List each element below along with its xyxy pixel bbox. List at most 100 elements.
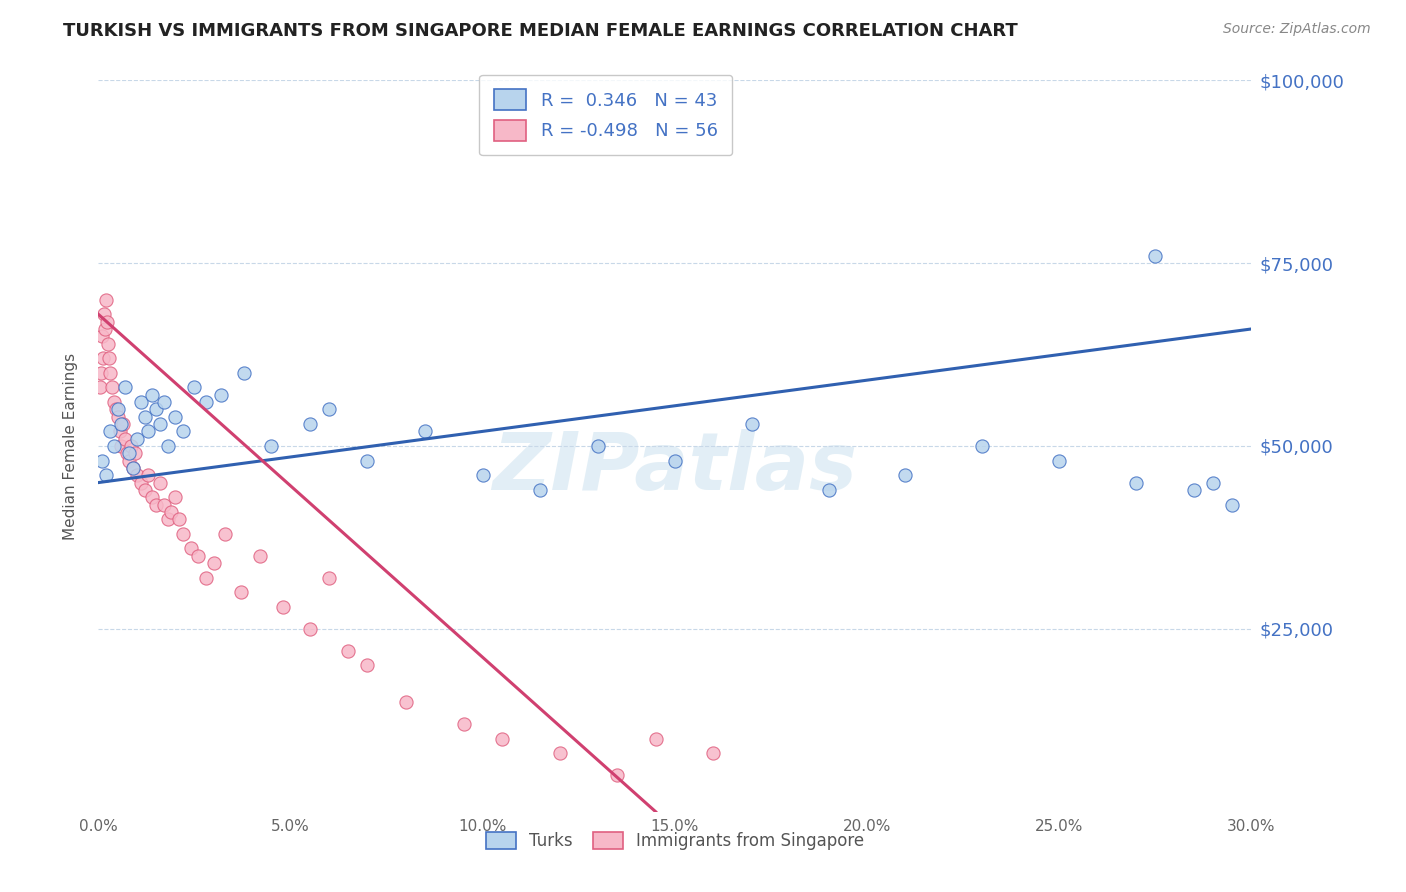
Point xyxy=(96,315,118,329)
Point xyxy=(98,366,121,380)
Point xyxy=(1220,498,1243,512)
Point xyxy=(202,556,225,570)
Point xyxy=(97,336,120,351)
Point xyxy=(172,425,194,439)
Point xyxy=(183,380,205,394)
Point xyxy=(606,768,628,782)
Point xyxy=(117,446,139,460)
Point xyxy=(1182,483,1205,497)
Point xyxy=(172,526,194,541)
Point xyxy=(114,432,136,446)
Legend: Turks, Immigrants from Singapore: Turks, Immigrants from Singapore xyxy=(478,823,872,858)
Point xyxy=(229,585,252,599)
Point xyxy=(741,417,763,431)
Point xyxy=(118,453,141,467)
Point xyxy=(110,417,132,431)
Point xyxy=(1202,475,1225,490)
Point xyxy=(195,571,218,585)
Point xyxy=(1125,475,1147,490)
Point xyxy=(356,453,378,467)
Point xyxy=(114,380,136,394)
Point xyxy=(149,417,172,431)
Point xyxy=(156,512,179,526)
Point xyxy=(138,425,160,439)
Point xyxy=(94,293,117,307)
Y-axis label: Median Female Earnings: Median Female Earnings xyxy=(63,352,77,540)
Point xyxy=(90,366,112,380)
Point xyxy=(134,409,156,424)
Point xyxy=(89,380,111,394)
Point xyxy=(152,498,174,512)
Point xyxy=(98,351,121,366)
Point xyxy=(101,380,124,394)
Point xyxy=(167,512,190,526)
Point xyxy=(298,622,321,636)
Point xyxy=(209,388,232,402)
Point xyxy=(894,468,917,483)
Point xyxy=(453,717,475,731)
Point xyxy=(187,549,209,563)
Point xyxy=(664,453,686,467)
Point xyxy=(98,425,121,439)
Point xyxy=(644,731,666,746)
Point xyxy=(318,402,340,417)
Point xyxy=(214,526,236,541)
Point xyxy=(156,439,179,453)
Point xyxy=(318,571,340,585)
Point xyxy=(122,461,145,475)
Point xyxy=(141,388,163,402)
Point xyxy=(91,453,114,467)
Point xyxy=(149,475,172,490)
Point xyxy=(1144,249,1167,263)
Point xyxy=(298,417,321,431)
Point xyxy=(1047,453,1070,467)
Point xyxy=(180,541,202,556)
Point xyxy=(138,468,160,483)
Point xyxy=(271,599,294,614)
Point xyxy=(195,395,218,409)
Point xyxy=(107,409,129,424)
Point xyxy=(491,731,513,746)
Point xyxy=(120,439,142,453)
Point xyxy=(160,505,183,519)
Point xyxy=(165,490,187,504)
Point xyxy=(91,329,114,343)
Point xyxy=(165,409,187,424)
Point xyxy=(145,402,167,417)
Point xyxy=(233,366,256,380)
Point xyxy=(110,439,132,453)
Text: ZIPatlas: ZIPatlas xyxy=(492,429,858,507)
Point xyxy=(125,468,148,483)
Point xyxy=(529,483,551,497)
Point xyxy=(107,402,129,417)
Point xyxy=(337,644,360,658)
Point xyxy=(125,432,148,446)
Point xyxy=(152,395,174,409)
Point xyxy=(145,498,167,512)
Point xyxy=(91,351,114,366)
Point xyxy=(118,446,141,460)
Point xyxy=(124,446,146,460)
Point xyxy=(94,322,117,336)
Point xyxy=(356,658,378,673)
Point xyxy=(122,461,145,475)
Point xyxy=(249,549,271,563)
Point xyxy=(817,483,839,497)
Point xyxy=(702,746,724,760)
Point xyxy=(134,483,156,497)
Point xyxy=(93,307,115,321)
Text: TURKISH VS IMMIGRANTS FROM SINGAPORE MEDIAN FEMALE EARNINGS CORRELATION CHART: TURKISH VS IMMIGRANTS FROM SINGAPORE MED… xyxy=(63,22,1018,40)
Point xyxy=(94,468,117,483)
Point xyxy=(104,402,127,417)
Point xyxy=(129,475,152,490)
Point xyxy=(972,439,994,453)
Point xyxy=(141,490,163,504)
Point xyxy=(108,425,131,439)
Text: Source: ZipAtlas.com: Source: ZipAtlas.com xyxy=(1223,22,1371,37)
Point xyxy=(103,439,125,453)
Point xyxy=(103,395,125,409)
Point xyxy=(586,439,609,453)
Point xyxy=(395,695,418,709)
Point xyxy=(129,395,152,409)
Point xyxy=(260,439,283,453)
